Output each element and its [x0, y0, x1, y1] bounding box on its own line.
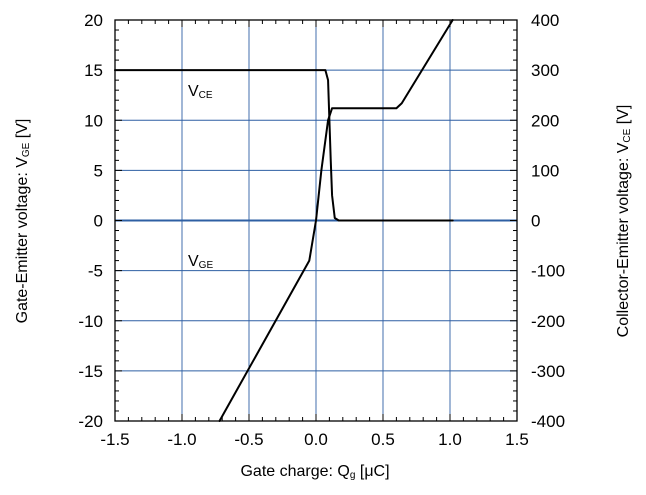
x-tick-label: -0.5 — [234, 430, 263, 449]
y-right-tick-label: 200 — [531, 111, 559, 130]
y-left-tick-label: -5 — [88, 262, 103, 281]
y-left-tick-label: -20 — [78, 412, 103, 431]
y-right-tick-label: 100 — [531, 161, 559, 180]
y-right-tick-label: -100 — [531, 262, 565, 281]
vce-curve-label: VCE — [188, 83, 213, 101]
y-right-tick-label: -300 — [531, 362, 565, 381]
y-right-tick-label: 400 — [531, 11, 559, 30]
y-left-tick-label: 20 — [84, 11, 103, 30]
series-line-v-ce — [114, 69, 454, 222]
x-axis-title: Gate charge: Qg [μC] — [240, 463, 389, 481]
y-left-tick-label: 0 — [94, 212, 103, 231]
tick-marks — [114, 19, 518, 422]
y-right-tick-labels: 400 300 200 100 0 -100 -200 -300 -400 — [531, 11, 565, 431]
x-tick-label: 1.5 — [505, 430, 529, 449]
x-tick-label: 0.5 — [371, 430, 395, 449]
y-left-tick-label: 10 — [84, 111, 103, 130]
y-left-tick-label: 5 — [94, 161, 103, 180]
y-left-tick-label: -15 — [78, 362, 103, 381]
y-left-axis-title: Gate-Emitter voltage: VGE [V] — [14, 119, 32, 324]
vge-curve-label: VGE — [188, 253, 213, 271]
y-left-tick-labels: 20 15 10 5 0 -5 -10 -15 -20 — [78, 11, 103, 431]
x-tick-label: 1.0 — [438, 430, 462, 449]
x-tick-labels: -1.5 -1.0 -0.5 0.0 0.5 1.0 1.5 — [100, 430, 528, 449]
x-tick-label: 0.0 — [304, 430, 328, 449]
y-left-tick-label: 15 — [84, 61, 103, 80]
y-right-tick-label: 0 — [531, 212, 540, 231]
y-right-tick-label: 300 — [531, 61, 559, 80]
curves — [114, 19, 454, 422]
y-right-tick-label: -400 — [531, 412, 565, 431]
x-tick-label: -1.0 — [167, 430, 196, 449]
y-right-axis-title: Collector-Emitter voltage: VCE [V] — [615, 105, 633, 338]
y-left-tick-label: -10 — [78, 312, 103, 331]
x-tick-label: -1.5 — [100, 430, 129, 449]
series-line-v-ge — [218, 19, 454, 422]
y-right-tick-label: -200 — [531, 312, 565, 331]
